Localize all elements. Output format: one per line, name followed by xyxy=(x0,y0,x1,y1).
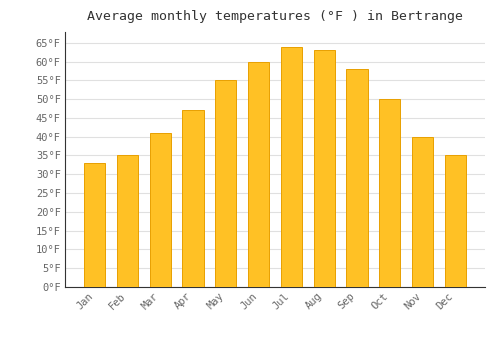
Bar xyxy=(84,163,106,287)
Bar xyxy=(150,133,171,287)
Bar xyxy=(379,99,400,287)
Bar xyxy=(346,69,368,287)
Bar xyxy=(444,155,466,287)
Bar xyxy=(412,137,433,287)
Bar xyxy=(280,47,302,287)
Title: Average monthly temperatures (°F ) in Bertrange: Average monthly temperatures (°F ) in Be… xyxy=(87,10,463,23)
Bar xyxy=(182,110,204,287)
Bar xyxy=(314,50,335,287)
Bar xyxy=(117,155,138,287)
Bar xyxy=(215,80,236,287)
Bar xyxy=(248,62,270,287)
